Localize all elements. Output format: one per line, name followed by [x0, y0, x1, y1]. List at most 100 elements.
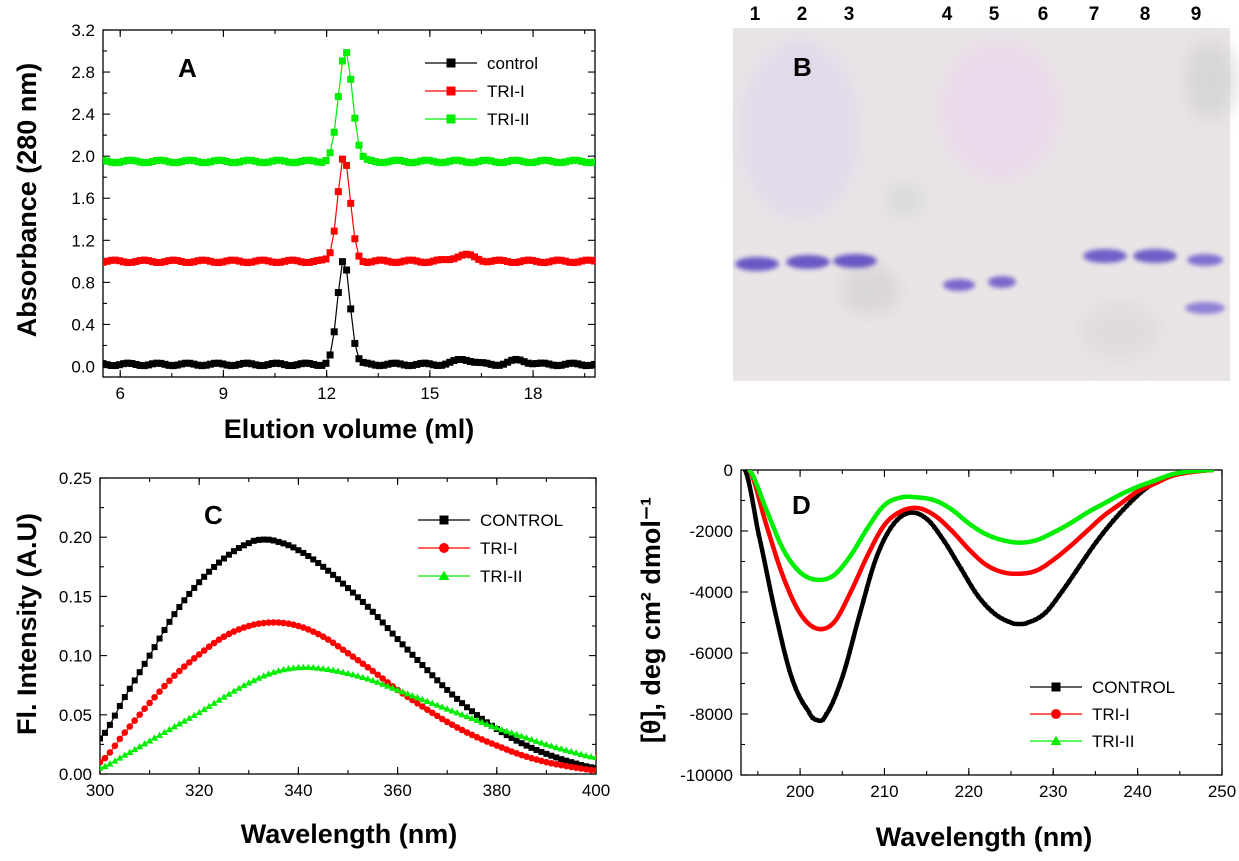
data-point	[250, 676, 258, 684]
data-point	[176, 604, 183, 611]
data-point	[471, 358, 479, 366]
data-point	[264, 257, 272, 265]
data-point	[101, 762, 109, 770]
data-point	[541, 359, 549, 367]
data-point	[364, 603, 371, 610]
data-point	[557, 745, 565, 752]
data-point	[186, 259, 194, 267]
data-point	[140, 362, 148, 370]
data-point	[132, 157, 140, 165]
series-line	[103, 259, 595, 367]
data-point	[561, 360, 569, 368]
data-point	[996, 536, 1002, 542]
data-point	[979, 598, 984, 603]
data-point	[305, 258, 313, 266]
data-point	[245, 679, 253, 686]
data-point	[1020, 540, 1026, 545]
data-point	[126, 748, 134, 755]
data-point	[488, 740, 496, 747]
data-point	[942, 502, 948, 508]
data-point	[508, 157, 516, 165]
data-point	[255, 536, 262, 543]
data-point	[513, 730, 521, 738]
data-point	[499, 257, 507, 265]
data-point	[827, 706, 832, 711]
x-tick-label: 200	[786, 782, 814, 801]
data-point	[1050, 602, 1055, 607]
data-point	[107, 158, 115, 166]
data-point	[180, 717, 188, 724]
data-point	[828, 623, 833, 628]
data-point	[1040, 535, 1046, 540]
data-point	[239, 359, 247, 367]
data-point	[936, 499, 941, 504]
data-point	[103, 361, 111, 369]
data-point	[458, 251, 466, 259]
data-point	[956, 536, 961, 541]
panel-a-series	[103, 49, 595, 370]
data-point	[322, 255, 330, 263]
data-point	[938, 534, 943, 539]
data-point	[919, 495, 924, 500]
panel-c-y-title: Fl. Intensity (A.U)	[12, 513, 42, 735]
data-point	[343, 49, 351, 57]
data-point	[1074, 569, 1079, 574]
data-point	[471, 158, 479, 166]
data-point	[780, 641, 785, 646]
data-point	[488, 722, 496, 729]
data-point	[272, 156, 280, 164]
data-point	[790, 562, 796, 567]
data-point	[371, 158, 379, 166]
data-point	[289, 159, 297, 167]
data-point	[166, 618, 173, 625]
data-point	[868, 546, 874, 551]
data-point	[993, 535, 999, 540]
data-point	[235, 360, 243, 368]
data-point	[508, 734, 515, 741]
data-point	[875, 533, 880, 538]
data-point	[562, 762, 570, 770]
data-point	[1111, 518, 1116, 523]
data-point	[100, 758, 104, 766]
data-point	[524, 256, 532, 264]
data-point	[557, 159, 565, 167]
data-point	[244, 259, 252, 267]
data-point	[855, 542, 860, 547]
data-point	[503, 727, 511, 734]
data-point	[170, 723, 178, 730]
data-point	[260, 361, 268, 369]
data-point	[537, 739, 546, 746]
data-point	[922, 495, 928, 500]
data-point	[176, 667, 183, 675]
data-point	[449, 691, 456, 698]
data-point	[202, 361, 210, 369]
data-point	[925, 496, 931, 501]
data-point	[428, 699, 436, 706]
data-point	[429, 257, 437, 265]
data-point	[260, 256, 268, 264]
data-point	[450, 357, 458, 365]
data-point	[855, 575, 860, 580]
data-point	[909, 505, 914, 511]
data-point	[1134, 494, 1139, 499]
data-point	[512, 259, 520, 267]
data-point	[244, 156, 252, 164]
data-point	[359, 152, 367, 160]
data-point	[310, 556, 317, 563]
data-point	[491, 361, 499, 369]
data-point	[898, 514, 903, 519]
data-point	[939, 518, 945, 524]
data-point	[538, 748, 545, 755]
data-point	[1000, 537, 1005, 542]
data-point	[499, 360, 507, 368]
data-point	[1081, 531, 1086, 537]
data-point	[949, 507, 955, 512]
data-point	[965, 578, 970, 583]
data-point	[553, 158, 561, 166]
data-point	[160, 728, 169, 736]
data-point	[285, 158, 293, 166]
data-point	[1033, 537, 1039, 542]
data-point	[516, 356, 524, 364]
data-point	[354, 672, 362, 679]
data-point	[1158, 475, 1164, 480]
